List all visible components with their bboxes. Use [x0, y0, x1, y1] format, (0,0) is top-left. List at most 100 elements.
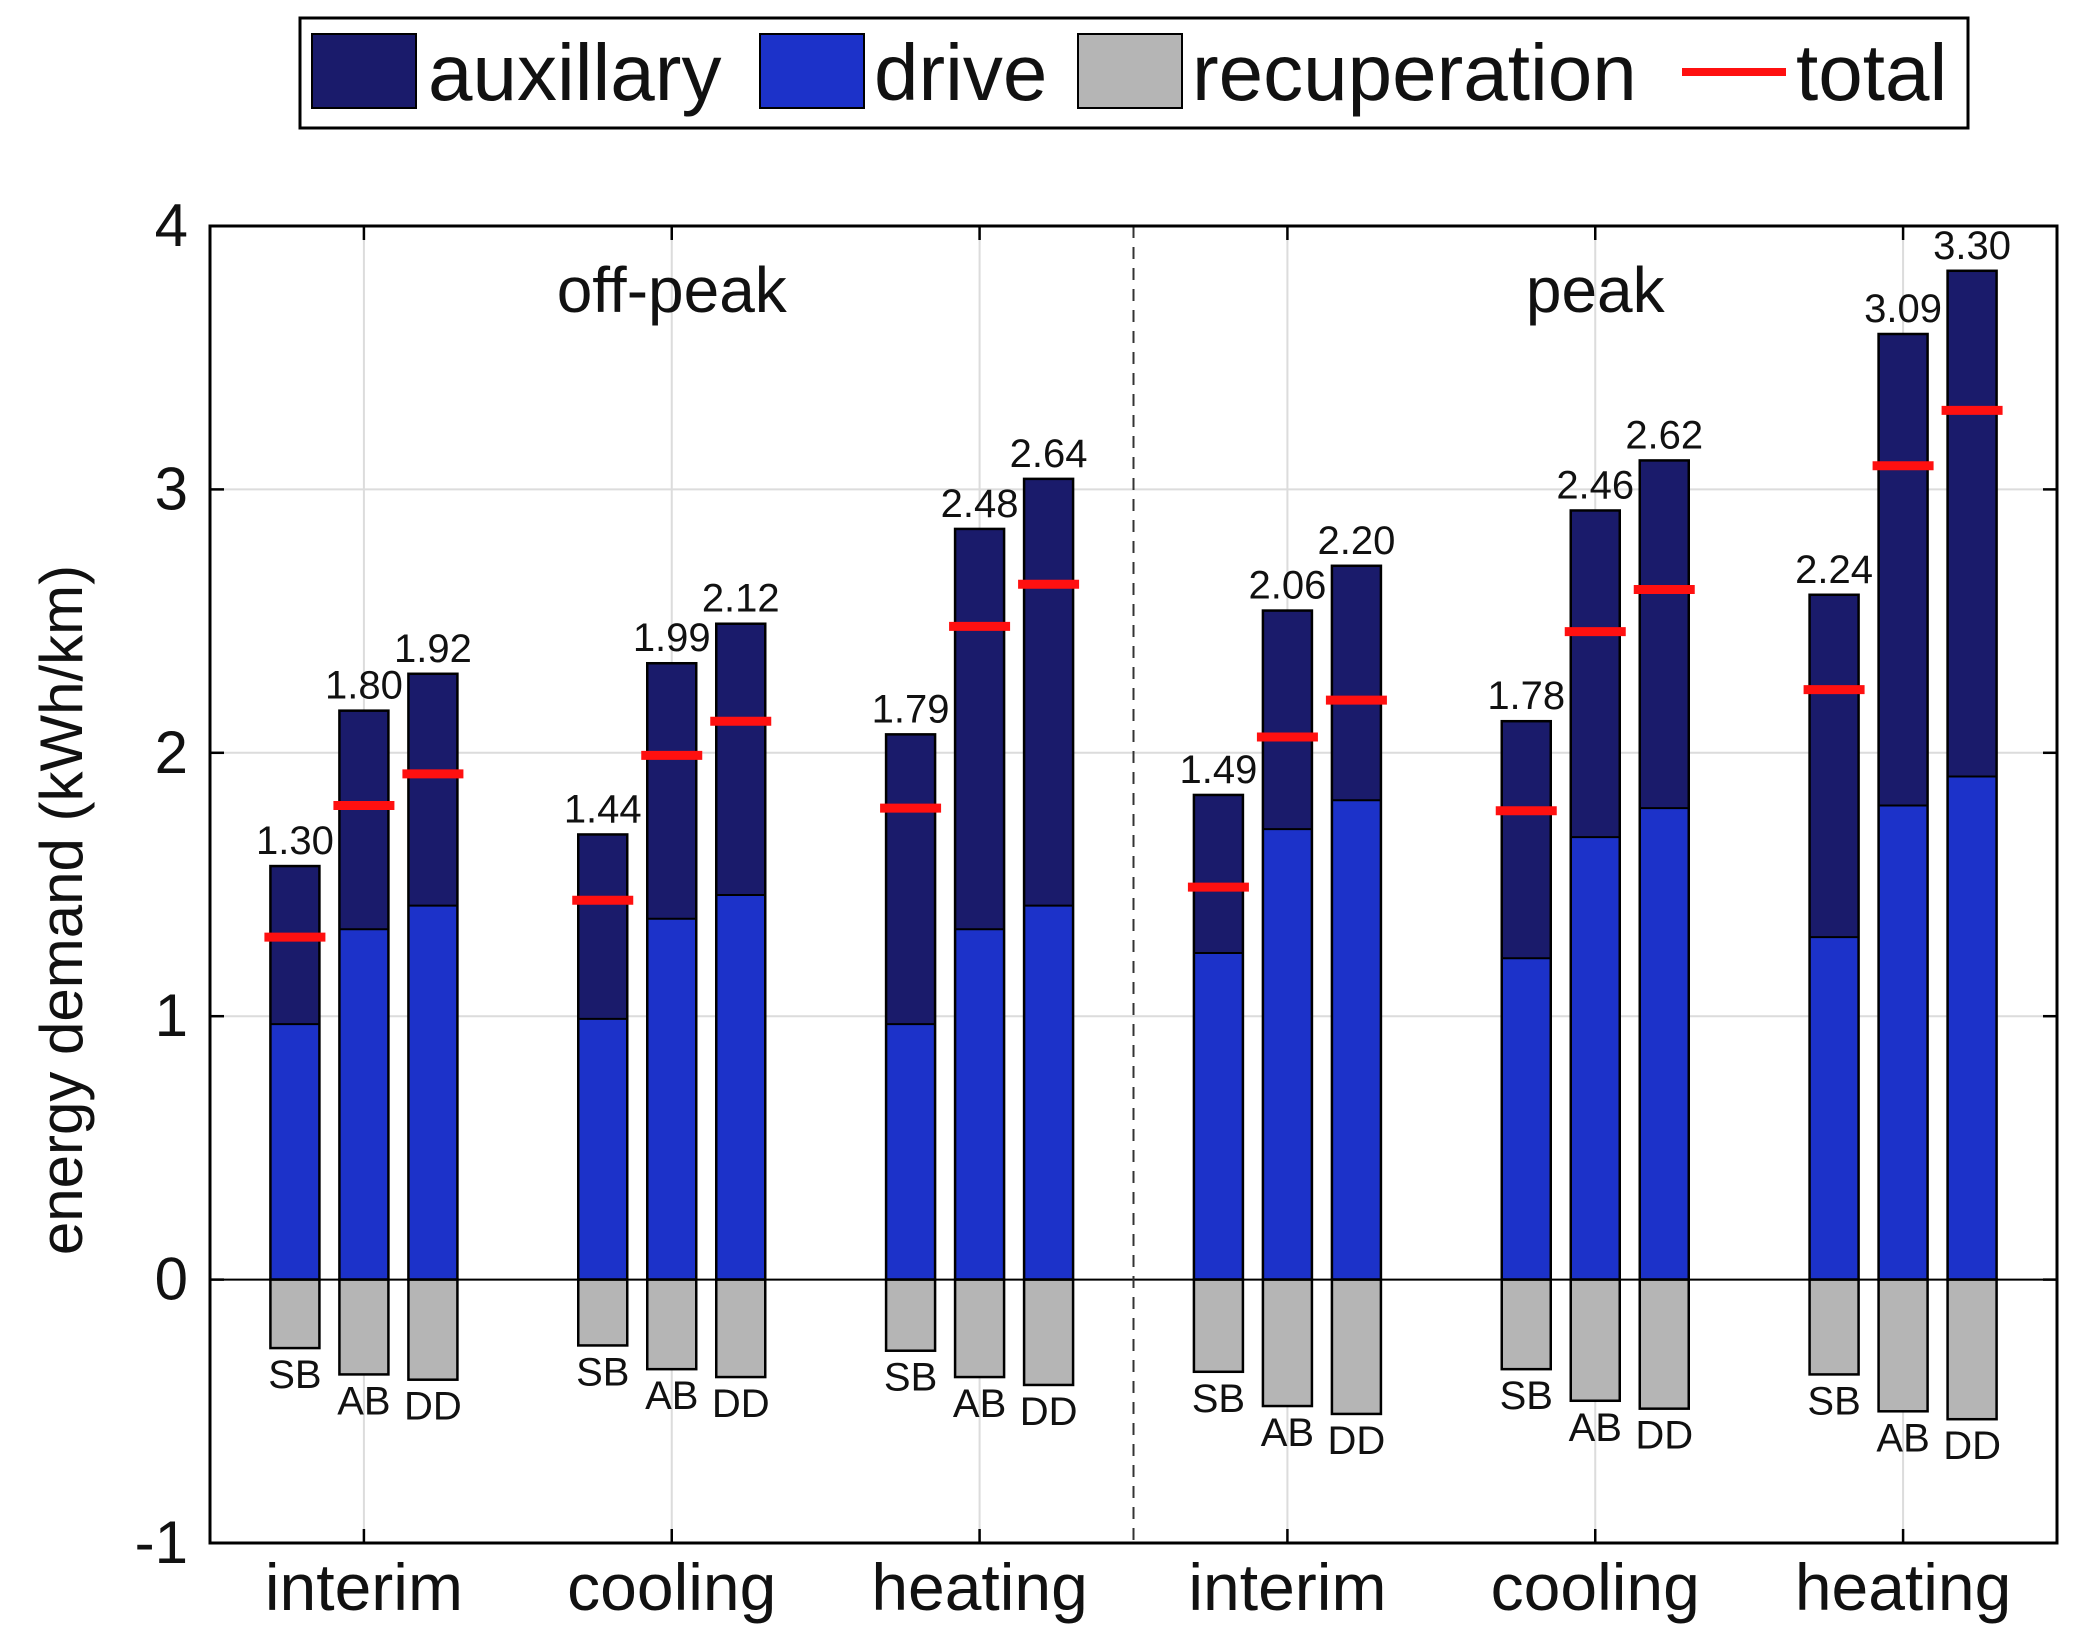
bar-auxillary	[1809, 594, 1859, 938]
bar-recuperation	[577, 1278, 629, 1347]
bar-auxillary	[1193, 794, 1243, 953]
bar-name-label: SB	[884, 1356, 937, 1400]
bar-drive	[716, 895, 766, 1280]
total-value-label: 2.48	[941, 482, 1019, 526]
bar-drive	[1639, 808, 1689, 1280]
axes: off-peak peak -1 0 1 2 3 4 interim cooling heating…	[135, 192, 2059, 1624]
y-axis-label: energy demand (kWh/km)	[28, 565, 95, 1255]
bar-name-label: SB	[268, 1353, 321, 1397]
bar-recuperation	[1022, 1278, 1075, 1387]
legend-label-drive: drive	[874, 28, 1047, 117]
section-label-peak: peak	[1526, 254, 1666, 326]
x-category-label: cooling	[567, 1550, 776, 1624]
bar-auxillary	[955, 528, 1005, 930]
y-tick-label: 1	[155, 982, 188, 1049]
bar-name-label: AB	[337, 1379, 390, 1423]
bar-recuperation	[884, 1278, 937, 1352]
bar-auxillary	[1501, 721, 1551, 959]
bar-drive	[1809, 937, 1859, 1280]
bar-drive	[1501, 958, 1551, 1280]
bar-drive	[886, 1024, 936, 1280]
bar-recuperation	[1808, 1278, 1860, 1376]
bar-auxillary	[1878, 333, 1928, 806]
bar-auxillary	[716, 623, 766, 896]
bar-drive	[270, 1024, 320, 1280]
bar-recuperation	[1569, 1278, 1621, 1403]
bar-drive	[408, 905, 458, 1280]
y-tick-label: 4	[155, 192, 188, 259]
bar-name-label: AB	[1261, 1411, 1314, 1455]
bar-name-label: SB	[1192, 1377, 1245, 1421]
total-value-label: 1.99	[633, 616, 711, 660]
total-value-label: 2.62	[1625, 413, 1703, 457]
total-value-label: 2.06	[1248, 564, 1326, 608]
bar-recuperation	[269, 1278, 321, 1350]
bar-recuperation	[646, 1278, 698, 1371]
bar-recuperation	[1877, 1278, 1929, 1413]
bar-drive	[955, 929, 1005, 1280]
bar-auxillary	[647, 663, 697, 919]
total-value-label: 2.24	[1795, 548, 1873, 592]
bar-auxillary	[1024, 478, 1074, 906]
bar-auxillary	[1331, 565, 1381, 801]
bar-name-label: DD	[1943, 1424, 2001, 1468]
bar-drive	[1024, 905, 1074, 1280]
total-value-label: 1.80	[325, 664, 403, 708]
total-value-label: 1.49	[1179, 748, 1257, 792]
total-value-label: 2.12	[702, 577, 780, 621]
y-tick-label: 0	[155, 1246, 188, 1313]
legend-label-auxillary: auxillary	[428, 28, 721, 117]
legend-swatch-recuperation	[1077, 33, 1183, 109]
legend: auxillary drive recuperation total	[298, 16, 1970, 130]
total-value-label: 1.78	[1487, 674, 1565, 718]
bars: 1.30 SB 1.80 AB 1.92 DD 1.44 SB 1.99 AB 2.12 DD 1.79…	[256, 224, 2011, 1468]
bar-auxillary	[270, 866, 320, 1025]
y-tick-label: 3	[155, 455, 188, 522]
x-category-label: interim	[1188, 1550, 1386, 1624]
bar-auxillary	[339, 710, 389, 930]
bar-drive	[578, 1018, 628, 1280]
bar-drive	[1878, 805, 1928, 1280]
bar-recuperation	[1192, 1278, 1245, 1374]
bar-auxillary	[1639, 460, 1689, 809]
x-category-label: interim	[265, 1550, 463, 1624]
total-value-label: 1.79	[872, 687, 950, 731]
bar-auxillary	[1262, 610, 1312, 830]
bar-drive	[1331, 800, 1381, 1280]
total-value-label: 1.92	[394, 627, 472, 671]
bar-drive	[647, 918, 697, 1280]
bar-name-label: DD	[1328, 1419, 1386, 1463]
legend-label-total: total	[1796, 28, 1947, 117]
bar-name-label: SB	[576, 1350, 629, 1394]
x-category-label: cooling	[1491, 1550, 1700, 1624]
total-value-label: 2.46	[1556, 463, 1634, 507]
total-value-label: 1.44	[564, 787, 642, 831]
bar-drive	[339, 929, 389, 1280]
legend-swatch-drive	[759, 33, 865, 109]
bar-recuperation	[715, 1278, 767, 1379]
x-category-label: heating	[871, 1550, 1088, 1624]
bar-name-label: DD	[712, 1382, 770, 1426]
bar-auxillary	[1947, 270, 1997, 777]
bar-name-label: DD	[1020, 1390, 1078, 1434]
bar-recuperation	[338, 1278, 390, 1376]
bar-auxillary	[1570, 510, 1620, 838]
total-value-label: 3.30	[1933, 224, 2011, 268]
bar-auxillary	[886, 734, 936, 1025]
bar-name-label: DD	[1635, 1414, 1693, 1458]
bar-auxillary	[578, 834, 628, 1019]
y-tick-label: -1	[135, 1509, 188, 1576]
bar-drive	[1947, 776, 1997, 1280]
total-value-label: 2.64	[1010, 432, 1088, 476]
bar-recuperation	[1638, 1278, 1690, 1410]
bar-name-label: DD	[404, 1385, 462, 1429]
bar-recuperation	[407, 1278, 459, 1381]
bar-name-label: AB	[645, 1374, 698, 1418]
x-category-label: heating	[1795, 1550, 2012, 1624]
total-value-label: 1.30	[256, 819, 334, 863]
total-value-label: 3.09	[1864, 287, 1942, 331]
plot-frame	[208, 224, 2059, 1545]
bar-recuperation	[1330, 1278, 1383, 1416]
legend-label-recuperation: recuperation	[1192, 28, 1637, 117]
